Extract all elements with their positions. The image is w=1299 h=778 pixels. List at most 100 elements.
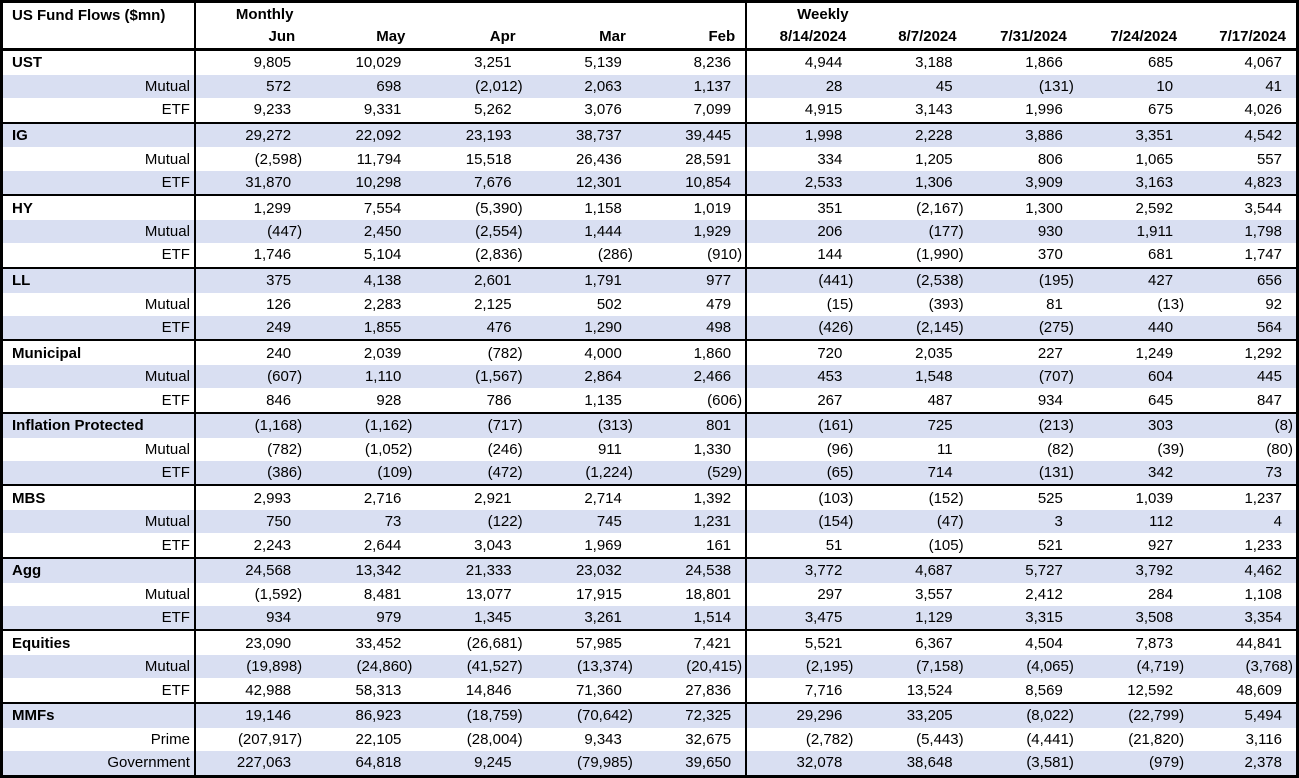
sub-row: ETF 42,988 58,313 14,846 71,360 27,836 7,716 13… — [2, 678, 1298, 703]
value-cell: 1,855 — [363, 318, 402, 336]
value-cell: (39) — [1157, 440, 1185, 458]
value-cell: 5,494 — [1187, 701, 1298, 728]
value-cell: 806 — [1037, 150, 1063, 168]
group-label: LL — [1, 266, 195, 293]
value-cell: 1,444 — [584, 223, 622, 241]
value-cell: 42,988 — [193, 678, 306, 703]
value-cell: (1,052) — [364, 440, 413, 458]
value-cell: 249 — [193, 315, 306, 341]
value-cell: 1,158 — [525, 194, 636, 220]
value-cell: 14,846 — [465, 681, 512, 699]
value-cell: 2,601 — [415, 266, 526, 293]
value-cell: (24,860) — [356, 658, 413, 676]
value-cell: 1,746 — [193, 243, 306, 268]
value-cell: 227 — [966, 339, 1077, 366]
value-cell: 2,533 — [745, 170, 857, 196]
group-row: HY 1,299 7,554 (5,390) 1,158 1,019 351 (2,167) 1… — [1, 194, 1298, 220]
value-cell: 1,065 — [1135, 150, 1174, 168]
value-cell: 3,116 — [1245, 730, 1282, 748]
sub-row: Mutual (2,598) 11,794 15,518 26,436 28,591 334… — [2, 147, 1298, 171]
value-cell: 33,452 — [305, 629, 416, 656]
value-cell: 71,360 — [575, 681, 622, 699]
value-cell: (2,167) — [856, 194, 967, 220]
value-cell: 9,331 — [363, 101, 402, 119]
value-cell: 725 — [856, 411, 967, 438]
value-cell: 911 — [597, 440, 622, 458]
value-cell: 73 — [384, 513, 402, 531]
value-cell: 7,099 — [693, 101, 732, 119]
value-cell: (447) — [193, 219, 306, 244]
value-cell: 8,236 — [635, 48, 747, 75]
value-cell: 3,557 — [915, 585, 953, 603]
value-cell: 9,245 — [474, 754, 512, 772]
value-cell: 1,237 — [1187, 484, 1298, 511]
value-cell: 1,996 — [1025, 101, 1063, 119]
row-label: Mutual — [144, 440, 190, 458]
value-cell: (2,012) — [475, 78, 523, 96]
value-cell: 7,716 — [745, 678, 857, 703]
value-cell: 29,272 — [193, 121, 306, 148]
value-cell: 3,544 — [1187, 194, 1298, 220]
column-header-week-3: 7/31/2024 — [966, 25, 1077, 51]
value-cell: 1,548 — [915, 368, 953, 386]
value-cell: (313) — [525, 411, 636, 438]
value-cell: 5,262 — [474, 101, 512, 119]
value-cell: (79,985) — [576, 754, 633, 772]
value-cell: (161) — [745, 411, 857, 438]
value-cell: 1,108 — [1244, 585, 1282, 603]
value-cell: 4,915 — [745, 98, 857, 123]
group-row: Equities 23,090 33,452 (26,681) 57,985 7,421 5… — [1, 629, 1298, 656]
group-label: Equities — [1, 629, 195, 656]
group-label: MBS — [1, 484, 195, 511]
sub-row: ETF 9,233 9,331 5,262 3,076 7,099 4,915 3,143 1,… — [2, 98, 1298, 123]
value-cell: (4,441) — [1026, 730, 1074, 748]
row-label: ETF — [161, 101, 190, 119]
row-label: ETF — [161, 536, 190, 554]
value-cell: (65) — [745, 460, 857, 486]
value-cell: 351 — [745, 194, 857, 220]
value-cell: 10,298 — [355, 173, 402, 191]
value-cell: (105) — [928, 536, 964, 554]
value-cell: 2,243 — [193, 533, 306, 558]
value-cell: (3,768) — [1245, 658, 1293, 676]
sub-row: Government 227,063 64,818 9,245 (79,985) 39,6… — [1, 750, 1298, 777]
value-cell: 64,818 — [355, 754, 402, 772]
value-cell: 3,143 — [915, 101, 953, 119]
value-cell: 714 — [927, 464, 953, 482]
value-cell: 7,421 — [635, 629, 747, 656]
value-cell: 564 — [1256, 318, 1282, 336]
value-cell: 5,104 — [363, 246, 402, 264]
value-cell: 22,105 — [355, 730, 402, 748]
value-cell: 41 — [1265, 78, 1282, 96]
value-cell: 10,854 — [685, 173, 732, 191]
value-cell: (47) — [936, 513, 964, 531]
group-row: Inflation Protected (1,168) (1,162) (717) (3… — [1, 411, 1298, 438]
value-cell: (177) — [928, 223, 964, 241]
value-cell: (782) — [193, 437, 306, 461]
value-cell: (5,390) — [415, 194, 526, 220]
value-cell: 604 — [1148, 368, 1174, 386]
group-label: MMFs — [1, 701, 195, 728]
group-row: MMFs 19,146 86,923 (18,759) (70,642) 72,325 29… — [1, 701, 1298, 728]
value-cell: 11,794 — [356, 150, 402, 168]
value-cell: 645 — [1148, 391, 1174, 409]
value-cell: 13,077 — [465, 585, 512, 603]
value-cell: 2,466 — [693, 368, 732, 386]
value-cell: 48,609 — [1236, 681, 1282, 699]
value-cell: 656 — [1187, 266, 1298, 293]
value-cell: 1,137 — [693, 78, 732, 96]
value-cell: 3,251 — [415, 48, 526, 75]
value-cell: (82) — [1047, 440, 1074, 458]
value-cell: 28 — [745, 74, 857, 99]
row-label: Mutual — [144, 78, 190, 96]
value-cell: 45 — [935, 78, 953, 96]
group-row: MBS 2,993 2,716 2,921 2,714 1,392 (103) (152) 52… — [1, 484, 1298, 511]
value-cell: (717) — [415, 411, 526, 438]
sub-row: ETF 846 928 786 1,135 (606) 267 487 934 645 847 — [2, 388, 1298, 413]
value-cell: (13) — [1157, 295, 1185, 313]
sub-row: Mutual (1,592) 8,481 13,077 17,915 18,801 297 3… — [2, 582, 1298, 606]
value-cell: 934 — [193, 605, 306, 631]
value-cell: (2,598) — [193, 147, 306, 171]
value-cell: 32,675 — [685, 730, 732, 748]
column-header-month-feb: Feb — [635, 25, 747, 51]
